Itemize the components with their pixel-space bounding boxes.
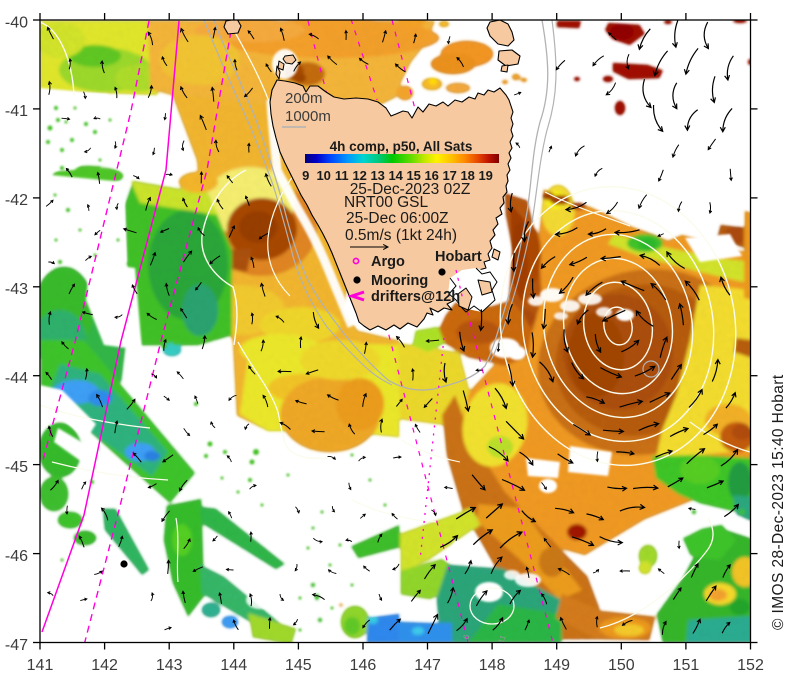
svg-text:146: 146: [350, 657, 377, 674]
svg-text:151: 151: [673, 657, 700, 674]
svg-text:148: 148: [479, 657, 506, 674]
svg-text:19: 19: [478, 168, 492, 183]
svg-text:25-Dec-2023 02Z: 25-Dec-2023 02Z: [350, 181, 471, 198]
svg-text:14: 14: [388, 168, 403, 183]
svg-text:143: 143: [156, 657, 183, 674]
svg-text:6: 6: [461, 633, 471, 641]
svg-text:-47: -47: [5, 637, 28, 654]
svg-text:-46: -46: [5, 548, 28, 565]
svg-text:-42: -42: [5, 192, 28, 209]
svg-text:147: 147: [414, 657, 441, 674]
svg-text:-41: -41: [5, 103, 28, 120]
svg-text:Mooring: Mooring: [371, 273, 428, 289]
svg-text:drifters@12h: drifters@12h: [371, 289, 460, 305]
svg-text:Hobart: Hobart: [435, 249, 482, 265]
svg-text:15: 15: [406, 168, 420, 183]
svg-text:9: 9: [302, 168, 309, 183]
svg-text:12: 12: [352, 168, 366, 183]
svg-text:25-Dec 06:00Z: 25-Dec 06:00Z: [346, 210, 449, 227]
svg-text:16: 16: [424, 168, 438, 183]
svg-text:1000m: 1000m: [285, 108, 331, 125]
svg-text:-40: -40: [5, 14, 28, 31]
svg-text:Argo: Argo: [371, 254, 405, 270]
svg-text:4h comp, p50, All Sats: 4h comp, p50, All Sats: [330, 139, 473, 154]
svg-text:-45: -45: [5, 459, 28, 476]
svg-text:11: 11: [335, 168, 349, 183]
svg-text:18: 18: [460, 168, 474, 183]
svg-text:150: 150: [608, 657, 635, 674]
svg-text:152: 152: [737, 657, 764, 674]
svg-text:13: 13: [370, 168, 384, 183]
svg-text:144: 144: [220, 657, 247, 674]
svg-text:NRT00 GSL: NRT00 GSL: [344, 194, 429, 211]
svg-text:17: 17: [442, 168, 456, 183]
svg-text:11: 11: [496, 633, 507, 644]
svg-text:141: 141: [27, 657, 54, 674]
svg-text:0.5m/s (1kt 24h): 0.5m/s (1kt 24h): [345, 227, 457, 244]
svg-text:© IMOS 28-Dec-2023 15:40 Hobar: © IMOS 28-Dec-2023 15:40 Hobart: [770, 374, 787, 630]
svg-text:-44: -44: [5, 370, 28, 387]
svg-text:10: 10: [316, 168, 330, 183]
svg-text:149: 149: [543, 657, 570, 674]
svg-text:142: 142: [91, 657, 118, 674]
svg-text:145: 145: [285, 657, 312, 674]
svg-text:-43: -43: [5, 281, 28, 298]
svg-text:200m: 200m: [285, 90, 323, 107]
